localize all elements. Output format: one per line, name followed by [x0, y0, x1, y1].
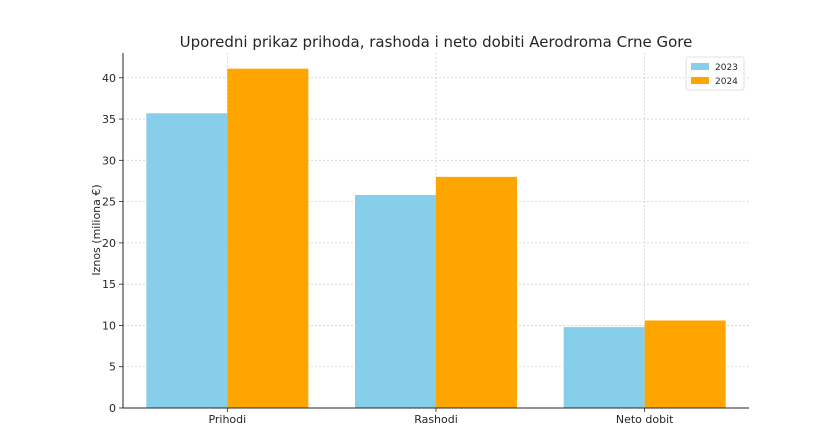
y-tick-label: 25: [102, 196, 116, 209]
x-tick-label: Rashodi: [414, 413, 458, 426]
legend-swatch: [691, 63, 709, 70]
y-tick-label: 0: [109, 402, 116, 415]
x-tick-label: Neto dobit: [616, 413, 674, 426]
bar-2024-1: [436, 176, 517, 408]
y-tick-label: 30: [102, 154, 116, 167]
legend-swatch: [691, 77, 709, 84]
legend-label: 2023: [715, 63, 738, 73]
y-tick-label: 10: [102, 319, 116, 332]
bar-2023-1: [355, 195, 436, 408]
y-tick-label: 20: [102, 237, 116, 250]
y-tick-label: 5: [109, 361, 116, 374]
legend-label: 2024: [715, 77, 738, 87]
bar-2024-0: [227, 68, 309, 409]
x-tick-label: Prihodi: [208, 413, 246, 426]
ticks-layer: 0 5 10 15 20 25 30 35 40 Prihodi Rashodi Neto dobit: [102, 72, 674, 426]
bar-2023-0: [146, 113, 228, 408]
chart-title: Uporedni prikaz prihoda, rashoda i neto …: [180, 33, 693, 51]
y-tick-label: 35: [102, 113, 116, 126]
y-tick-label: 40: [102, 72, 116, 85]
y-tick-label: 15: [102, 278, 116, 291]
legend: 2023 2024: [685, 56, 745, 91]
bar-2024-2: [644, 320, 726, 408]
y-axis-label: Iznos (miliona €): [90, 184, 103, 275]
bars-layer: [146, 68, 726, 409]
bar-2023-2: [563, 327, 645, 408]
